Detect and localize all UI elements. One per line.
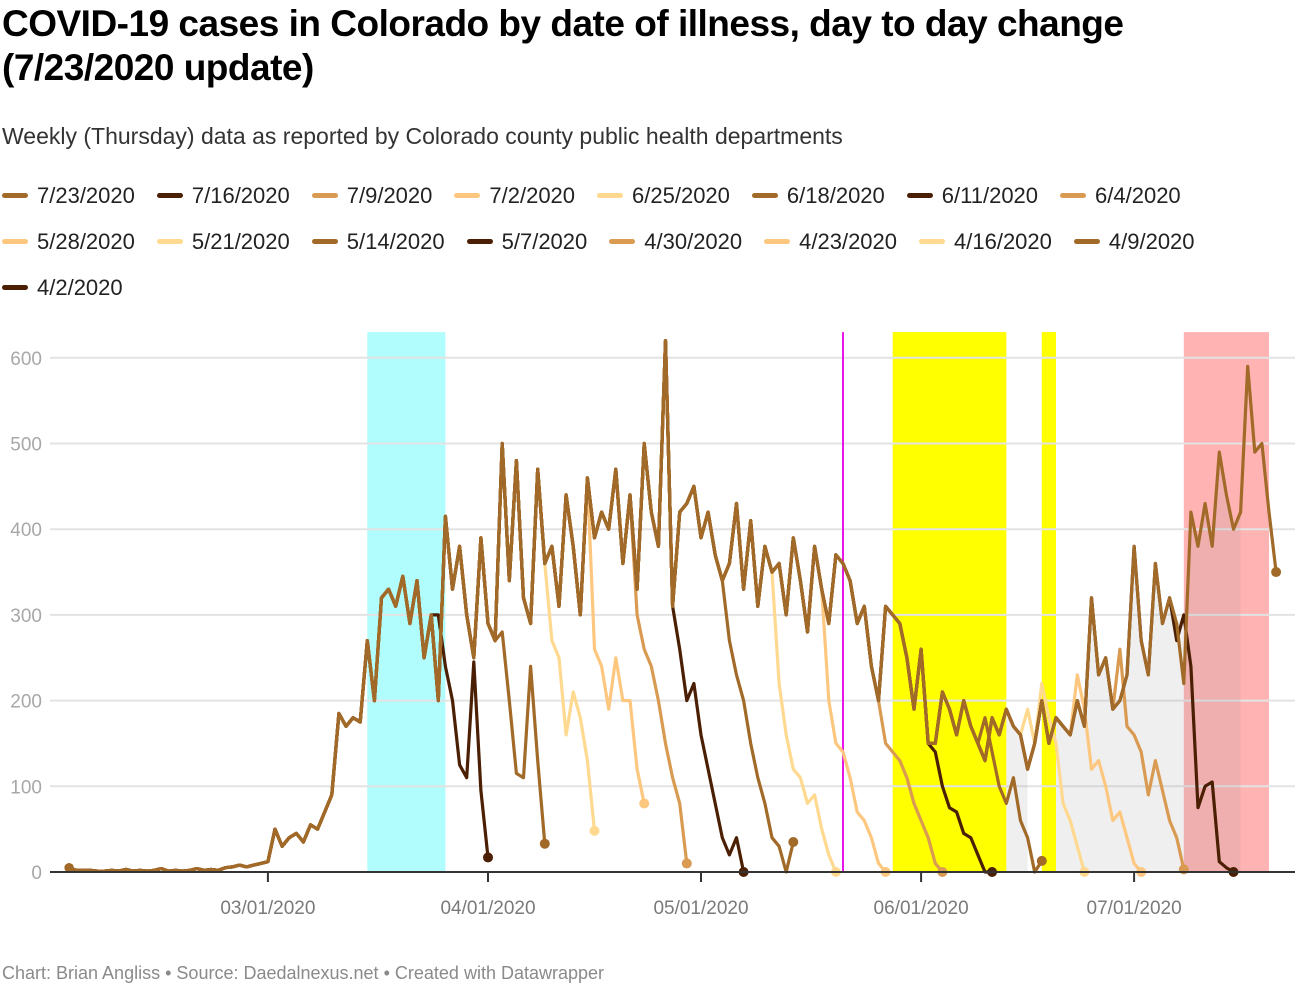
series-endpoint-5-14-2020 <box>788 837 799 848</box>
legend-item: 4/23/2020 <box>764 226 897 257</box>
legend-item: 7/23/2020 <box>2 180 135 211</box>
legend-item: 5/21/2020 <box>156 226 290 257</box>
legend-item: 7/9/2020 <box>311 180 433 211</box>
footer-separator: • <box>383 963 390 983</box>
series-endpoint-4-2-2020 <box>483 852 493 863</box>
legend-item: 7/16/2020 <box>156 180 290 211</box>
legend-label: 4/2/2020 <box>37 274 123 300</box>
legend-item: 6/18/2020 <box>751 180 885 211</box>
legend-swatch-icon <box>1073 239 1100 244</box>
legend-item: 6/25/2020 <box>597 180 730 211</box>
x-tick-label: 06/01/2020 <box>874 898 969 919</box>
legend-swatch-icon <box>764 239 791 244</box>
legend-swatch-icon <box>2 285 28 290</box>
legend-label: 7/16/2020 <box>191 182 290 208</box>
legend-label: 5/7/2020 <box>501 228 588 254</box>
y-tick-label: 400 <box>10 520 42 541</box>
footer-author: Chart: Brian Angliss <box>2 963 161 983</box>
legend-label: 7/23/2020 <box>37 182 135 208</box>
legend-swatch-icon <box>156 193 183 198</box>
legend-label: 6/11/2020 <box>941 182 1039 208</box>
y-tick-label: 600 <box>10 349 42 370</box>
gray-band <box>1127 340 1184 872</box>
series-endpoint-4-23-2020 <box>639 798 650 809</box>
legend-swatch-icon <box>2 193 28 198</box>
series-endpoint-4-16-2020 <box>589 825 600 836</box>
legend-label: 4/16/2020 <box>954 228 1052 254</box>
legend-label: 5/28/2020 <box>37 228 135 254</box>
legend-label: 6/4/2020 <box>1095 182 1181 208</box>
series-line-4-16-2020 <box>67 441 597 873</box>
x-tick-label: 05/01/2020 <box>653 898 748 919</box>
legend-label: 7/9/2020 <box>346 182 433 208</box>
series-line-7-23-2020 <box>67 339 1278 873</box>
legend-swatch-icon <box>2 239 28 244</box>
legend-item: 5/28/2020 <box>2 226 135 257</box>
x-tick-label: 03/01/2020 <box>220 898 315 919</box>
series-endpoint-7-23-2020 <box>1271 567 1282 578</box>
legend-swatch-icon <box>466 239 493 244</box>
legend-item: 5/14/2020 <box>311 226 445 257</box>
series-startpoint <box>64 863 74 873</box>
x-tick-label: 07/01/2020 <box>1087 898 1182 919</box>
series-endpoint-6-18-2020 <box>1036 855 1047 866</box>
footer-source[interactable]: Source: Daedalnexus.net <box>176 963 379 983</box>
legend-label: 7/2/2020 <box>489 182 576 208</box>
legend-swatch-icon <box>156 239 183 244</box>
legend-item: 4/30/2020 <box>609 226 742 257</box>
legend-swatch-icon <box>1060 193 1087 198</box>
line-chart: 0 100 200 300 400 500 600 03/01/2020 04/01/2020 0… <box>10 332 1295 919</box>
x-tick-label: 04/01/2020 <box>440 898 535 919</box>
legend-item: 4/16/2020 <box>919 226 1052 257</box>
legend-item: 4/9/2020 <box>1073 226 1195 257</box>
legend-swatch-icon <box>906 193 933 198</box>
series-endpoint-4-30-2020 <box>681 858 692 869</box>
legend-label: 4/30/2020 <box>644 228 743 254</box>
legend-label: 6/18/2020 <box>786 182 885 208</box>
legend-item: 7/2/2020 <box>454 180 575 211</box>
legend-swatch-icon <box>311 239 338 244</box>
gray-band <box>1077 340 1127 872</box>
highlight-band <box>1041 332 1056 873</box>
y-tick-label: 200 <box>10 692 42 713</box>
legend-label: 4/23/2020 <box>799 228 898 254</box>
legend-swatch-icon <box>751 193 778 198</box>
legend-item: 6/11/2020 <box>906 180 1039 211</box>
chart-title: COVID-19 cases in Colorado by date of il… <box>2 3 1124 88</box>
y-tick-label: 300 <box>10 606 42 627</box>
legend-swatch-icon <box>597 193 624 198</box>
legend-item: 5/7/2020 <box>466 226 588 257</box>
footer-created-with[interactable]: Created with Datawrapper <box>394 963 605 983</box>
legend-item: 6/4/2020 <box>1060 180 1181 211</box>
chart-subtitle: Weekly (Thursday) data as reported by Co… <box>2 123 843 149</box>
legend-item: 4/2/2020 <box>2 272 123 303</box>
legend: 7/23/2020 7/16/2020 7/9/2020 7/2/2020 6/25/2… <box>2 180 1298 303</box>
legend-label: 5/14/2020 <box>346 228 445 254</box>
series-line-5-21-2020 <box>67 339 838 874</box>
legend-swatch-icon <box>609 239 636 244</box>
legend-label: 4/9/2020 <box>1108 228 1195 254</box>
chart-footer: Chart: Brian Angliss • Source: Daedalnex… <box>2 963 604 984</box>
legend-swatch-icon <box>311 193 338 198</box>
legend-swatch-icon <box>919 239 946 244</box>
legend-label: 6/25/2020 <box>632 182 730 208</box>
series-line-6-4-2020 <box>67 339 944 874</box>
legend-label: 5/21/2020 <box>191 228 290 254</box>
footer-separator: • <box>165 963 172 983</box>
legend-swatch-icon <box>454 193 481 198</box>
y-tick-label: 0 <box>31 863 42 884</box>
y-tick-label: 100 <box>10 777 42 798</box>
series-endpoint-4-9-2020 <box>539 838 550 849</box>
highlight-band <box>892 332 1007 873</box>
gray-band <box>1056 340 1078 872</box>
y-tick-label: 500 <box>10 435 42 456</box>
